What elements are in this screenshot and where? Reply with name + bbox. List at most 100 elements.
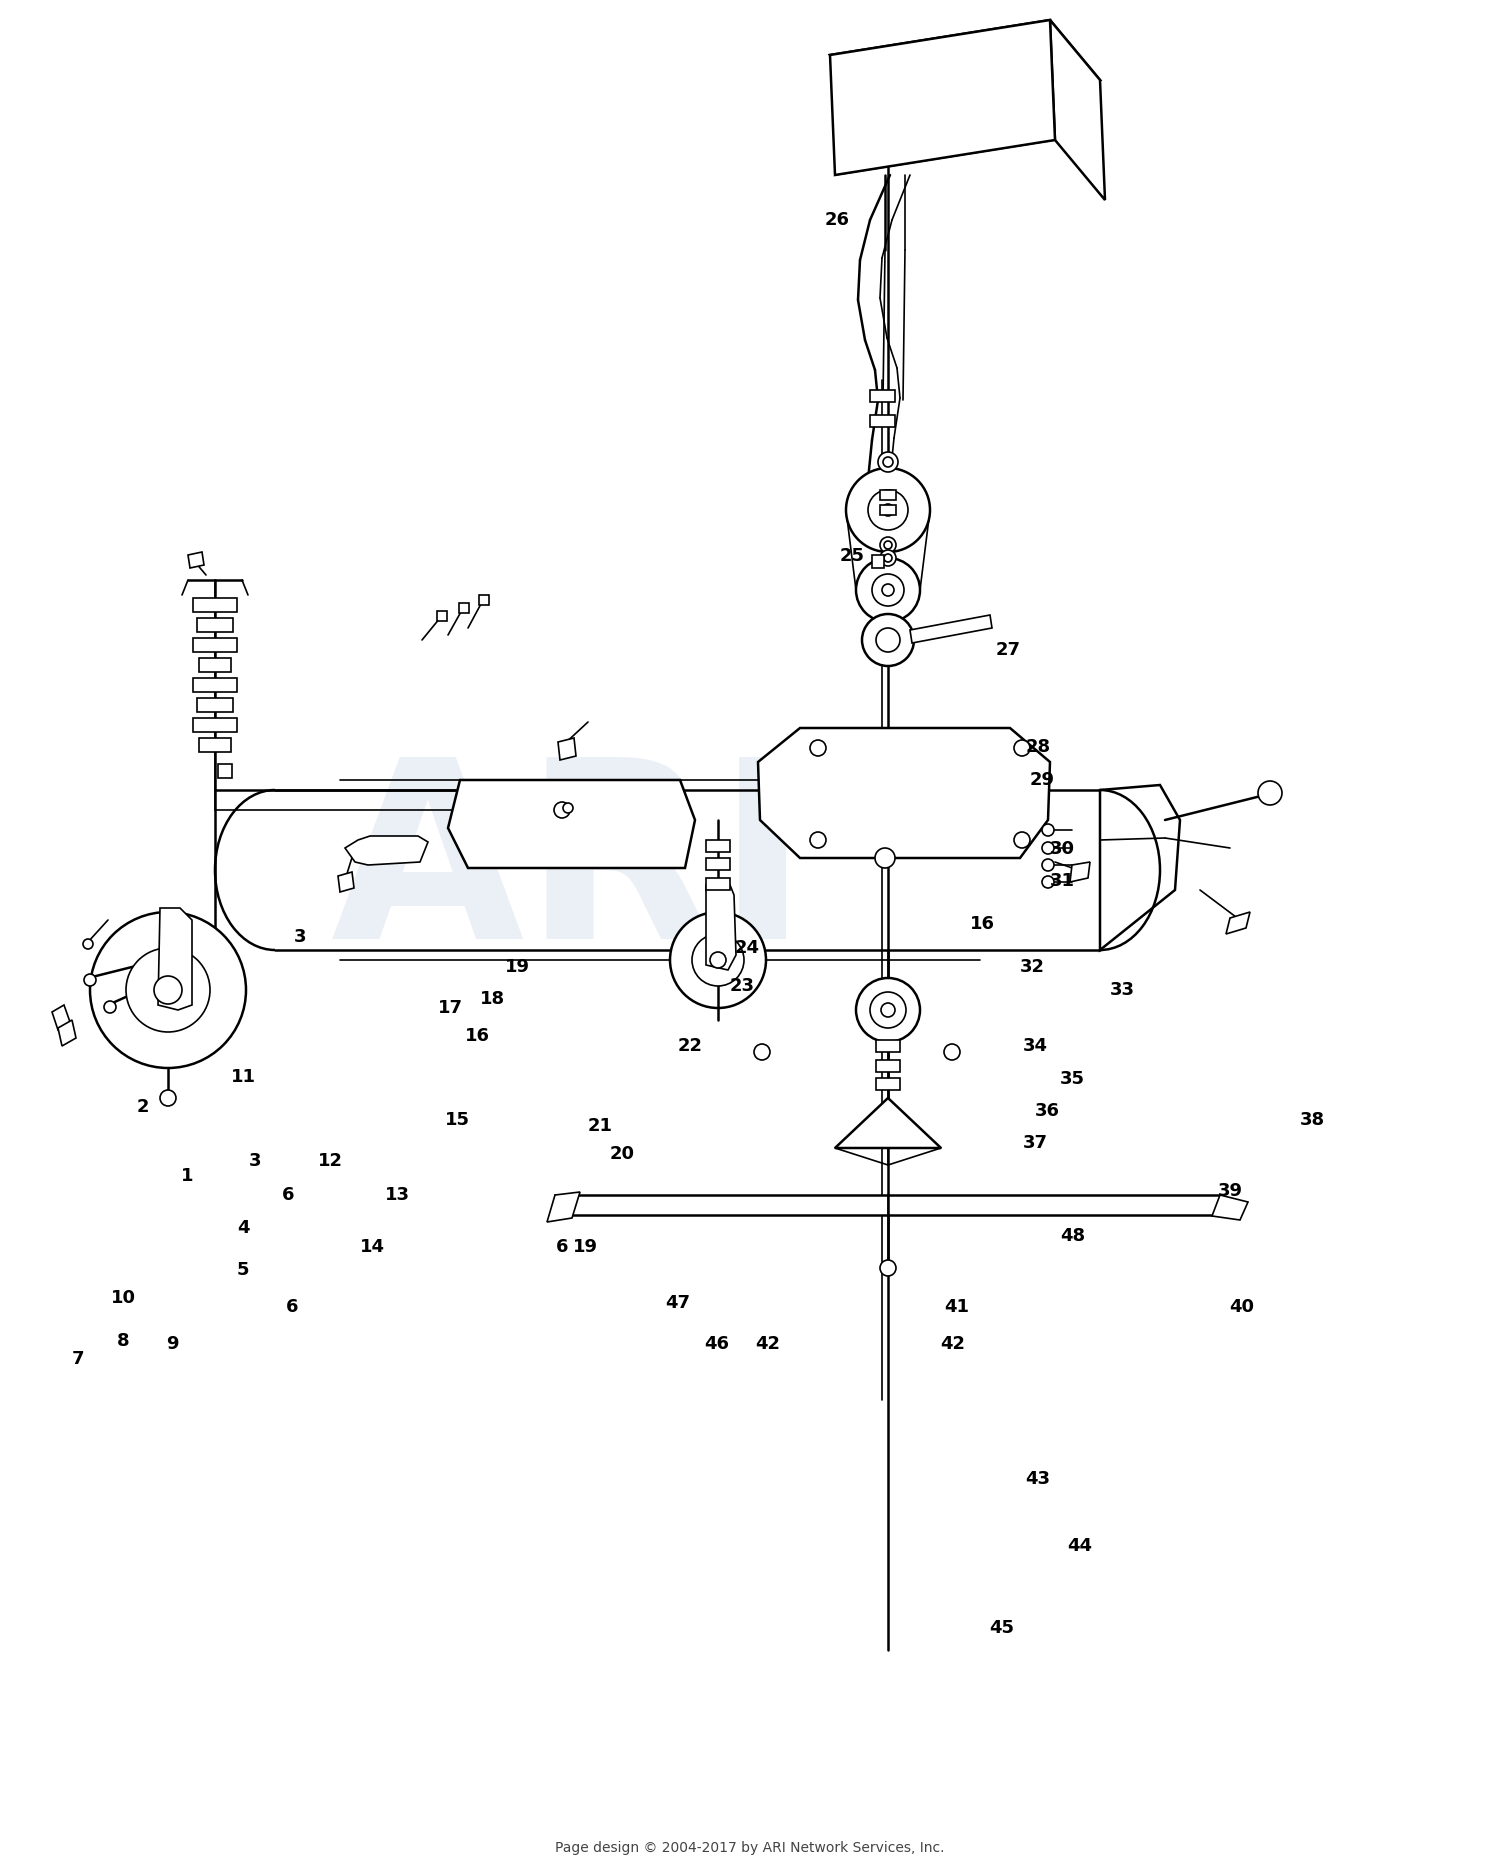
Text: 43: 43 [1026,1469,1050,1488]
Text: 42: 42 [940,1335,964,1354]
Polygon shape [1212,1195,1248,1219]
Text: 10: 10 [111,1288,135,1307]
Polygon shape [194,719,237,732]
Polygon shape [548,1191,580,1223]
Circle shape [710,952,726,967]
Text: 12: 12 [318,1152,342,1171]
Text: 32: 32 [1020,958,1044,976]
Text: 48: 48 [1060,1227,1084,1245]
Polygon shape [910,614,992,642]
Text: 40: 40 [1230,1298,1254,1316]
Circle shape [876,627,900,652]
Text: 18: 18 [480,990,504,1008]
Polygon shape [888,1195,1220,1215]
Circle shape [846,469,930,553]
Polygon shape [876,1060,900,1072]
Polygon shape [459,603,470,612]
Circle shape [882,584,894,596]
Text: 16: 16 [465,1027,489,1046]
Text: 35: 35 [1060,1070,1084,1088]
Polygon shape [870,390,895,401]
Polygon shape [1226,911,1250,934]
Circle shape [944,1044,960,1060]
Polygon shape [196,698,232,711]
Text: 36: 36 [1035,1102,1059,1120]
Circle shape [878,452,898,472]
Polygon shape [194,639,237,652]
Circle shape [562,803,573,812]
Text: 45: 45 [990,1619,1014,1637]
Circle shape [870,991,906,1029]
Text: 9: 9 [166,1335,178,1354]
Text: 38: 38 [1300,1111,1324,1130]
Text: 6: 6 [556,1238,568,1256]
Polygon shape [448,780,694,868]
Text: 15: 15 [446,1111,470,1130]
Circle shape [670,911,766,1008]
Circle shape [160,1090,176,1105]
Text: 41: 41 [945,1298,969,1316]
Polygon shape [880,504,896,515]
Polygon shape [478,596,489,605]
Text: 11: 11 [231,1068,255,1087]
Text: 24: 24 [735,939,759,958]
Text: 30: 30 [1050,840,1074,859]
Text: 47: 47 [666,1294,690,1313]
Circle shape [856,978,920,1042]
Polygon shape [58,1019,76,1046]
Text: 4: 4 [237,1219,249,1238]
Polygon shape [706,877,730,891]
Polygon shape [194,597,237,612]
Circle shape [692,934,744,986]
Text: 27: 27 [996,640,1020,659]
Circle shape [856,558,920,622]
Circle shape [1042,823,1054,836]
Polygon shape [836,1098,940,1148]
Polygon shape [830,21,1100,116]
Circle shape [880,1260,896,1275]
Circle shape [880,538,896,553]
Text: 33: 33 [1110,980,1134,999]
Text: 28: 28 [1026,737,1050,756]
Circle shape [882,504,894,515]
Text: 34: 34 [1023,1036,1047,1055]
Text: 39: 39 [1218,1182,1242,1200]
Text: 14: 14 [360,1238,384,1256]
Polygon shape [188,553,204,568]
Text: 23: 23 [730,976,754,995]
Text: 46: 46 [705,1335,729,1354]
Circle shape [1014,739,1031,756]
Polygon shape [706,885,736,971]
Polygon shape [871,554,883,568]
Circle shape [104,1001,116,1014]
Text: 20: 20 [610,1144,634,1163]
Circle shape [810,833,826,848]
Text: 1: 1 [182,1167,194,1186]
Circle shape [862,614,913,667]
Text: 19: 19 [573,1238,597,1256]
Circle shape [1042,876,1054,889]
Text: 25: 25 [840,547,864,566]
Text: 2: 2 [136,1098,148,1116]
Text: 6: 6 [282,1186,294,1204]
Polygon shape [876,1040,900,1051]
Circle shape [1258,780,1282,805]
Circle shape [1042,842,1054,853]
Circle shape [884,541,892,549]
Text: 6: 6 [286,1298,298,1316]
Text: 13: 13 [386,1186,410,1204]
Circle shape [884,457,892,467]
Text: 7: 7 [72,1350,84,1369]
Text: 3: 3 [249,1152,261,1171]
Text: 26: 26 [825,211,849,230]
Polygon shape [53,1004,70,1031]
Circle shape [810,739,826,756]
Polygon shape [880,489,896,500]
Polygon shape [194,678,237,693]
Text: 8: 8 [117,1331,129,1350]
Text: 31: 31 [1050,872,1074,891]
Polygon shape [1100,784,1180,950]
Text: 22: 22 [678,1036,702,1055]
Polygon shape [158,907,192,1010]
Text: 5: 5 [237,1260,249,1279]
